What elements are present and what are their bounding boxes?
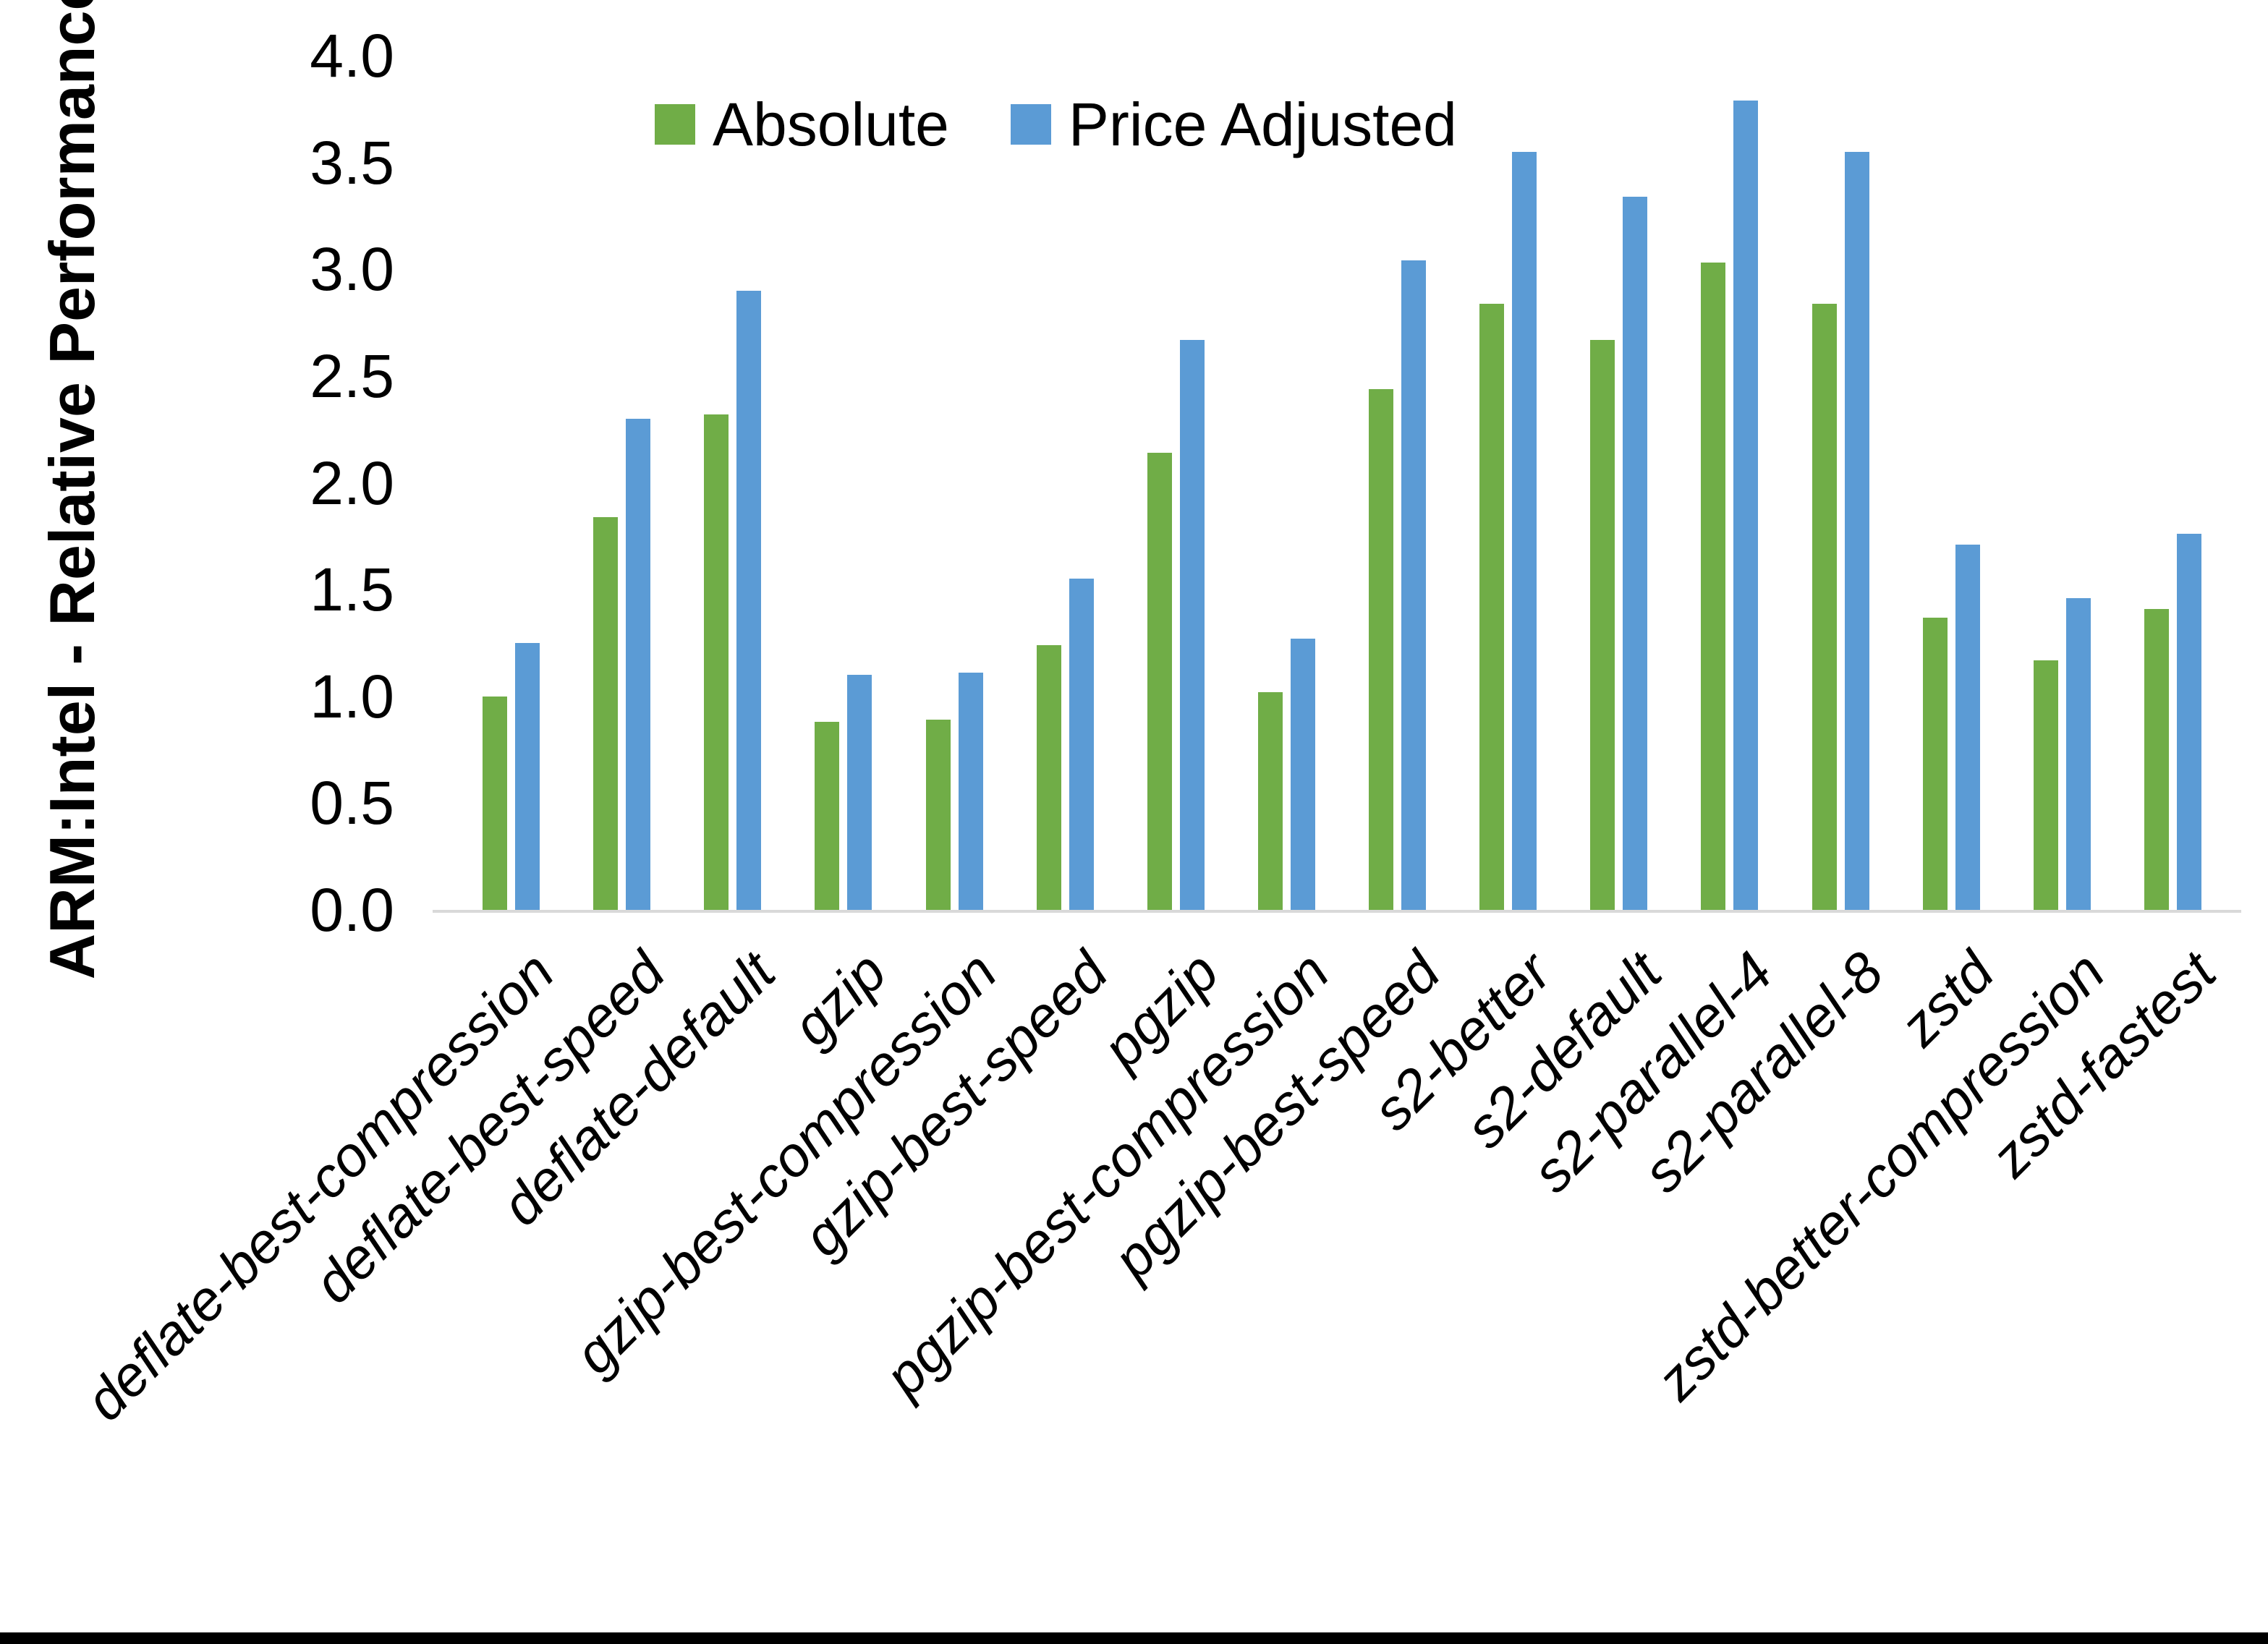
- bar-group-s2-better: [1453, 56, 1563, 910]
- y-tick-label: 3.0: [310, 235, 394, 304]
- bar-price-adjusted-s2-parallel-4: [1733, 101, 1759, 910]
- bar-price-adjusted-pgzip-best-speed: [1401, 260, 1427, 910]
- bar-group-s2-parallel-4: [1674, 56, 1785, 910]
- bar-price-adjusted-zstd-better-compression: [2065, 597, 2091, 910]
- bar-price-adjusted-s2-parallel-8: [1844, 151, 1869, 910]
- y-tick-label: 4.0: [310, 22, 394, 90]
- bar-absolute-zstd-better-compression: [2033, 660, 2058, 910]
- bar-price-adjusted-pgzip: [1179, 339, 1205, 910]
- bar-group-pgzip-best-compression: [1231, 56, 1342, 910]
- y-tick-label: 1.0: [310, 662, 394, 731]
- bar-price-adjusted-deflate-best-speed: [626, 418, 651, 910]
- legend-label-price-adjusted: Price Adjusted: [1068, 90, 1457, 158]
- legend: Absolute Price Adjusted: [655, 94, 1457, 155]
- bar-group-zstd-better-compression: [2007, 56, 2118, 910]
- bar-absolute-s2-parallel-4: [1701, 263, 1726, 910]
- bar-absolute-gzip: [815, 722, 840, 910]
- bar-absolute-deflate-default: [704, 414, 729, 910]
- bar-absolute-s2-better: [1479, 303, 1505, 910]
- bar-price-adjusted-gzip-best-compression: [958, 673, 983, 910]
- bar-price-adjusted-gzip-best-speed: [1069, 579, 1094, 910]
- bar-group-s2-parallel-8: [1785, 56, 1896, 910]
- bar-price-adjusted-gzip: [847, 675, 872, 910]
- bar-price-adjusted-deflate-default: [736, 290, 762, 910]
- y-tick-label: 2.0: [310, 448, 394, 517]
- bar-absolute-s2-parallel-8: [1812, 303, 1837, 910]
- bar-group-gzip-best-speed: [1010, 56, 1121, 910]
- bar-absolute-gzip-best-speed: [1036, 644, 1061, 910]
- bar-group-gzip: [788, 56, 899, 910]
- bar-price-adjusted-s2-default: [1623, 196, 1648, 910]
- bar-absolute-zstd-fastest: [2144, 608, 2169, 910]
- bar-price-adjusted-pgzip-best-compression: [1290, 639, 1315, 910]
- bar-price-adjusted-zstd: [1955, 545, 1980, 910]
- bar-absolute-pgzip-best-speed: [1369, 388, 1394, 910]
- bar-group-s2-default: [1563, 56, 1674, 910]
- bar-group-zstd: [1896, 56, 2007, 910]
- legend-swatch-price-adjusted: [1010, 104, 1051, 145]
- y-tick-label: 0.5: [310, 769, 394, 838]
- bar-group-zstd-fastest: [2118, 56, 2228, 910]
- bar-absolute-pgzip: [1147, 453, 1172, 910]
- y-tick-label: 0.0: [310, 876, 394, 944]
- legend-item-price-adjusted: Price Adjusted: [1010, 90, 1457, 158]
- bar-price-adjusted-deflate-best-compression: [515, 642, 540, 910]
- bar-absolute-deflate-best-speed: [593, 516, 619, 910]
- bar-group-pgzip-best-speed: [1342, 56, 1453, 910]
- bar-price-adjusted-s2-better: [1512, 151, 1537, 910]
- legend-swatch-absolute: [655, 104, 695, 145]
- legend-item-absolute: Absolute: [655, 94, 949, 155]
- bar-absolute-gzip-best-compression: [925, 720, 951, 910]
- y-tick-label: 2.5: [310, 341, 394, 410]
- bar-group-deflate-best-compression: [456, 56, 566, 910]
- y-tick-label: 3.5: [310, 128, 394, 197]
- bar-absolute-s2-default: [1590, 339, 1615, 910]
- bar-group-deflate-best-speed: [566, 56, 677, 910]
- bar-group-gzip-best-compression: [899, 56, 1010, 910]
- bar-absolute-zstd: [1922, 617, 1948, 910]
- bar-absolute-pgzip-best-compression: [1257, 691, 1283, 910]
- bar-group-deflate-default: [677, 56, 788, 910]
- plot-area: [456, 56, 2228, 910]
- bar-absolute-deflate-best-compression: [483, 696, 508, 910]
- bar-price-adjusted-zstd-fastest: [2176, 534, 2201, 910]
- y-tick-label: 1.5: [310, 555, 394, 624]
- x-axis-line: [433, 910, 2241, 913]
- legend-label-absolute: Absolute: [713, 90, 949, 158]
- bottom-border-bar: [0, 1632, 2268, 1644]
- x-category-label-deflate-best-compression: deflate-best-compression: [72, 940, 566, 1433]
- bar-group-pgzip: [1121, 56, 1231, 910]
